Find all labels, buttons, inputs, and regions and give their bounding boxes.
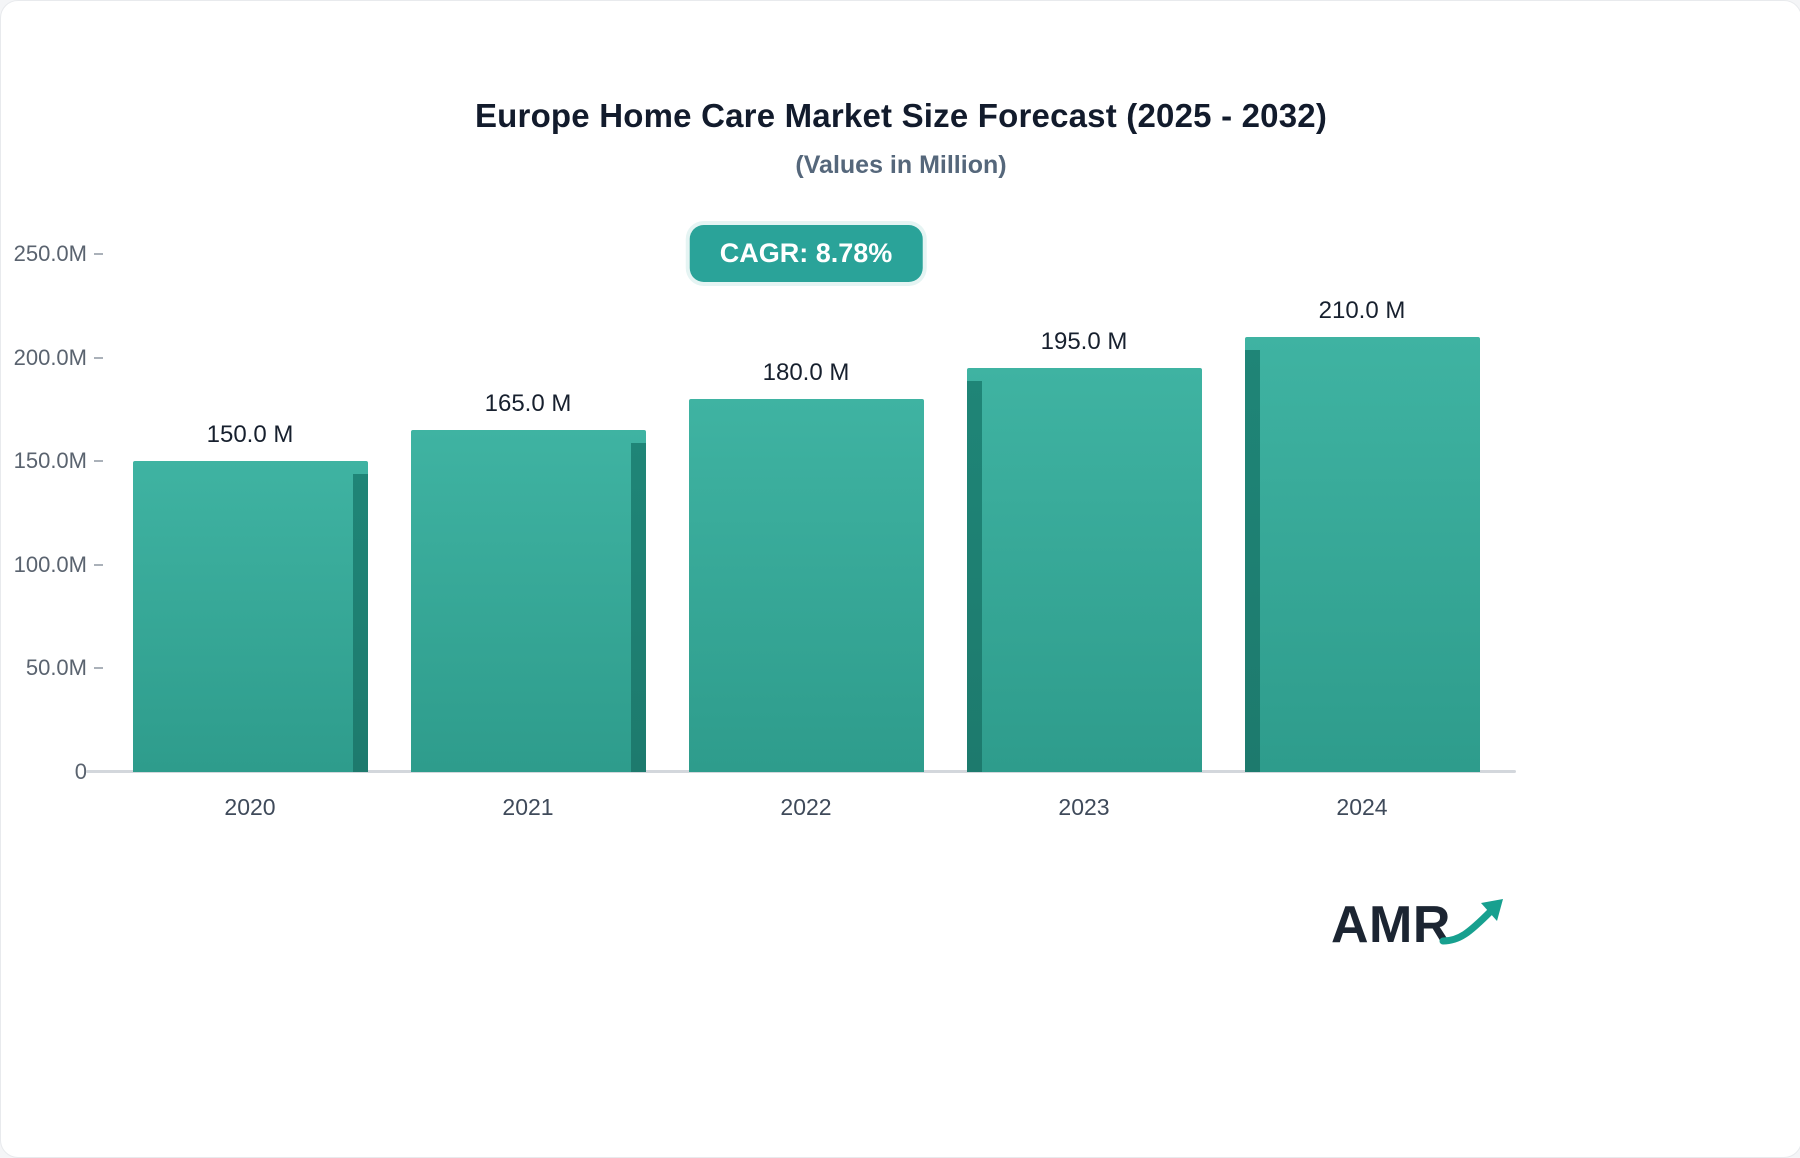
bar[interactable]: [688, 399, 924, 772]
chart-subtitle: (Values in Million): [795, 151, 1007, 179]
y-tick-mark: [94, 460, 103, 463]
chart-title: Europe Home Care Market Size Forecast (2…: [474, 97, 1328, 134]
bar[interactable]: [410, 430, 646, 772]
cagr-badge: CAGR: 8.78%: [689, 225, 923, 282]
y-tick-mark: [94, 253, 103, 255]
y-tick-mark: [94, 356, 103, 359]
bar-column: 210.0 M 2024: [1223, 254, 1501, 820]
x-tick-label: 2023: [1058, 794, 1110, 820]
bar[interactable]: [1244, 336, 1480, 773]
y-tick-mark: [94, 563, 103, 566]
amr-logo-text: AMR: [1331, 896, 1451, 954]
bar-value-label: 150.0 M: [206, 421, 294, 449]
bar-column: 195.0 M 2023: [945, 254, 1223, 820]
y-tick-label: 150.0M: [13, 448, 87, 474]
growth-arrow-icon: [1439, 899, 1503, 945]
y-tick-label: 250.0M: [13, 241, 87, 266]
bar-value-label: 195.0 M: [1040, 327, 1128, 355]
bar-column: 150.0 M 2020: [111, 254, 389, 820]
x-tick-label: 2020: [224, 794, 276, 820]
plot-area: 150.0 M 2020 165.0 M 2021 180.0 M 2022 195.0 M…: [111, 254, 1501, 820]
bar-value-label: 210.0 M: [1318, 296, 1406, 324]
bar-column: 180.0 M 2022: [667, 254, 945, 820]
bar-value-label: 180.0 M: [762, 359, 850, 387]
bar[interactable]: [966, 367, 1202, 773]
x-tick-label: 2022: [780, 794, 832, 820]
y-tick-label: 200.0M: [13, 344, 87, 370]
amr-logo: AMR: [1331, 899, 1511, 951]
bar-value-label: 165.0 M: [484, 390, 572, 418]
bar[interactable]: [132, 461, 368, 772]
y-axis: 250.0M 200.0M 150.0M 100.0M 50.0M 0: [1, 241, 103, 784]
x-tick-label: 2021: [502, 794, 554, 820]
y-tick-mark: [94, 667, 103, 670]
x-tick-label: 2024: [1336, 794, 1388, 820]
bar-column: 165.0 M 2021: [389, 254, 667, 820]
y-tick-label: 0: [74, 759, 87, 784]
bar-chart: 250.0M 200.0M 150.0M 100.0M 50.0M 0 150.0 M 20…: [1, 241, 1800, 874]
y-tick-label: 50.0M: [25, 655, 87, 681]
y-tick-label: 100.0M: [13, 551, 87, 577]
